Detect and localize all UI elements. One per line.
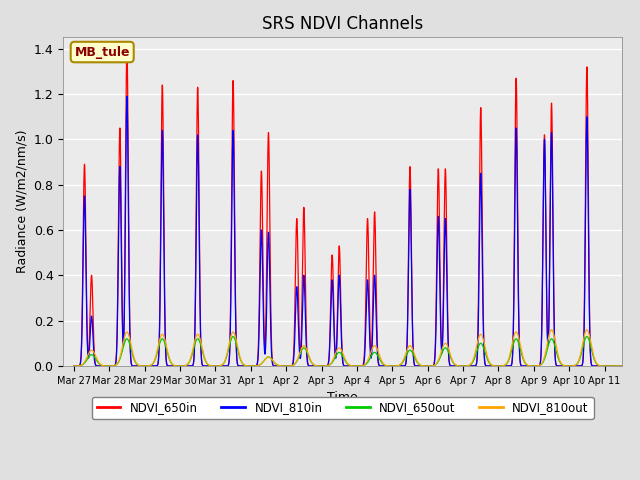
NDVI_810in bbox=[601, 363, 609, 369]
NDVI_810out bbox=[520, 356, 527, 362]
NDVI_810out bbox=[405, 344, 413, 349]
Text: MB_tule: MB_tule bbox=[74, 46, 130, 59]
NDVI_810in bbox=[429, 362, 437, 368]
NDVI_650out bbox=[70, 363, 77, 369]
NDVI_810in bbox=[275, 363, 283, 369]
NDVI_650out bbox=[490, 363, 497, 369]
NDVI_810in bbox=[99, 363, 106, 369]
NDVI_650out bbox=[405, 348, 413, 353]
NDVI_650out bbox=[229, 334, 237, 339]
NDVI_650in bbox=[429, 362, 437, 368]
NDVI_810in bbox=[70, 363, 77, 369]
NDVI_650in bbox=[275, 363, 283, 369]
NDVI_810in bbox=[520, 363, 527, 369]
Line: NDVI_650out: NDVI_650out bbox=[74, 336, 640, 366]
NDVI_810out bbox=[429, 363, 437, 369]
NDVI_650out bbox=[275, 363, 283, 369]
NDVI_650in bbox=[99, 363, 106, 369]
NDVI_650out bbox=[520, 358, 527, 363]
NDVI_650in bbox=[636, 363, 640, 369]
NDVI_810out bbox=[601, 363, 609, 369]
NDVI_650in bbox=[490, 363, 497, 369]
NDVI_650in bbox=[123, 46, 131, 52]
NDVI_650out bbox=[636, 363, 640, 369]
NDVI_810in bbox=[490, 363, 497, 369]
NDVI_650in bbox=[70, 363, 77, 369]
NDVI_810in bbox=[636, 363, 640, 369]
NDVI_810out bbox=[70, 363, 77, 369]
NDVI_650in bbox=[405, 216, 413, 221]
Line: NDVI_650in: NDVI_650in bbox=[74, 49, 640, 366]
NDVI_810out bbox=[548, 327, 556, 333]
Line: NDVI_810out: NDVI_810out bbox=[74, 330, 640, 366]
NDVI_810out bbox=[636, 363, 640, 369]
NDVI_650out bbox=[429, 363, 437, 369]
Title: SRS NDVI Channels: SRS NDVI Channels bbox=[262, 15, 424, 33]
NDVI_650in bbox=[601, 363, 609, 369]
Y-axis label: Radiance (W/m2/nm/s): Radiance (W/m2/nm/s) bbox=[15, 130, 28, 274]
Line: NDVI_810in: NDVI_810in bbox=[74, 96, 640, 366]
NDVI_650in bbox=[520, 363, 527, 369]
NDVI_650out bbox=[99, 363, 106, 369]
X-axis label: Time: Time bbox=[328, 391, 358, 404]
NDVI_810out bbox=[99, 362, 106, 368]
Legend: NDVI_650in, NDVI_810in, NDVI_650out, NDVI_810out: NDVI_650in, NDVI_810in, NDVI_650out, NDV… bbox=[92, 397, 593, 419]
NDVI_810in bbox=[123, 94, 131, 99]
NDVI_810out bbox=[275, 363, 283, 369]
NDVI_810in bbox=[405, 232, 413, 238]
NDVI_650out bbox=[601, 363, 609, 369]
NDVI_810out bbox=[490, 363, 497, 369]
